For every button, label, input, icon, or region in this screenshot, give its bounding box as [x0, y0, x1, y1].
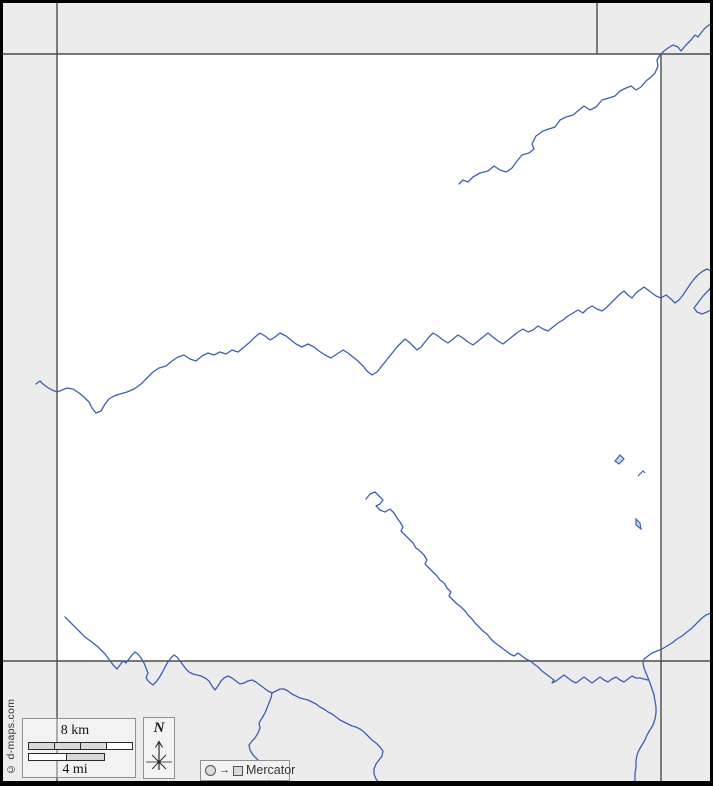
north-label: N — [153, 720, 165, 736]
lake-pond-1 — [614, 454, 625, 465]
lake-pond-3 — [635, 517, 642, 531]
scale-segment — [54, 743, 80, 749]
river-southwest-river — [64, 616, 384, 781]
map-image — [3, 3, 710, 781]
arrow-right-icon: → — [219, 764, 230, 776]
scale-segment — [106, 743, 132, 749]
lake-pond-2 — [637, 470, 646, 477]
river-southeast-river — [634, 612, 710, 781]
scale-mi-label: 4 mi — [62, 762, 88, 777]
copyright-text: © d-maps.com — [5, 698, 17, 775]
projection-label: Mercator — [246, 763, 296, 778]
scale-km-label: 8 km — [60, 723, 90, 738]
scale-mi-bar — [28, 753, 105, 761]
scale-km-bar — [28, 742, 133, 750]
scale-segment — [66, 754, 104, 760]
compass: N — [143, 717, 175, 779]
scale-segment — [29, 743, 54, 749]
river-diagonal-creek — [365, 491, 649, 684]
projection-badge: → Mercator — [200, 760, 295, 781]
river-central-river — [35, 268, 710, 414]
scale-bar: 8 km 4 mi — [22, 718, 136, 778]
compass-rose-icon — [146, 740, 172, 770]
globe-circle-icon — [205, 765, 216, 776]
river-northeast-river — [458, 23, 710, 185]
scale-segment — [29, 754, 66, 760]
scale-segment — [80, 743, 106, 749]
map-region — [57, 54, 661, 661]
projected-square-icon — [233, 765, 243, 776]
